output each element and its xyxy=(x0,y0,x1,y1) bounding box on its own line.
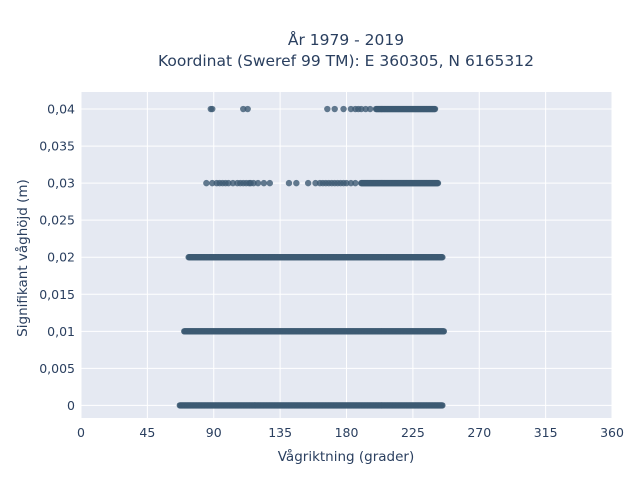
data-point xyxy=(209,105,216,113)
y-axis-ticks: 0 0,005 0,01 0,015 0,02 0,025 0,03 0,035 0,04 xyxy=(39,102,75,413)
data-point xyxy=(343,179,350,187)
x-tick-label: 135 xyxy=(268,425,292,440)
data-point xyxy=(254,179,262,187)
data-point xyxy=(352,179,359,187)
data-point xyxy=(358,105,365,113)
data-point xyxy=(225,179,232,187)
x-tick-label: 90 xyxy=(206,425,222,440)
data-point xyxy=(250,179,257,187)
data-point xyxy=(312,179,319,187)
data-point xyxy=(244,105,251,113)
data-point xyxy=(340,105,347,113)
data-point xyxy=(331,105,338,113)
data-point xyxy=(229,179,237,187)
x-tick-label: 0 xyxy=(77,425,85,440)
y-tick-label: 0,005 xyxy=(39,361,75,376)
x-tick-label: 45 xyxy=(139,425,155,440)
data-point xyxy=(366,105,374,113)
data-point xyxy=(209,179,216,187)
data-point xyxy=(293,179,300,187)
data-point xyxy=(304,179,312,187)
data-point xyxy=(362,105,369,113)
y-axis-label: Signifikant våghöjd (m) xyxy=(14,179,31,337)
y-tick-label: 0 xyxy=(67,398,75,413)
chart-title-line-1: År 1979 - 2019 xyxy=(288,30,404,49)
x-axis-label: Vågriktning (grader) xyxy=(278,448,415,465)
x-tick-label: 180 xyxy=(335,425,359,440)
data-point xyxy=(347,105,355,113)
data-point xyxy=(440,328,448,335)
x-tick-label: 360 xyxy=(600,425,624,440)
y-tick-label: 0,04 xyxy=(47,102,75,117)
x-tick-label: 225 xyxy=(401,425,425,440)
y-tick-label: 0,015 xyxy=(39,287,75,302)
y-tick-label: 0,01 xyxy=(47,324,75,339)
data-point xyxy=(431,105,439,113)
data-point xyxy=(260,179,268,187)
chart-title-line-2: Koordinat (Sweref 99 TM): E 360305, N 61… xyxy=(158,52,534,70)
data-point xyxy=(347,179,355,187)
data-point xyxy=(203,179,210,187)
data-point xyxy=(439,402,446,409)
y-tick-label: 0,025 xyxy=(39,213,75,228)
data-point xyxy=(437,254,445,261)
x-axis-ticks: 0 45 90 135 180 225 270 315 360 xyxy=(77,425,624,440)
data-point xyxy=(285,179,293,187)
data-point xyxy=(434,179,442,187)
data-point xyxy=(324,105,331,113)
x-tick-label: 315 xyxy=(534,425,558,440)
data-points xyxy=(176,105,448,409)
y-tick-label: 0,03 xyxy=(47,176,75,191)
data-point xyxy=(240,105,247,113)
x-tick-label: 270 xyxy=(467,425,491,440)
data-point xyxy=(266,179,273,187)
y-tick-label: 0,02 xyxy=(47,250,75,265)
y-tick-label: 0,035 xyxy=(39,139,75,154)
